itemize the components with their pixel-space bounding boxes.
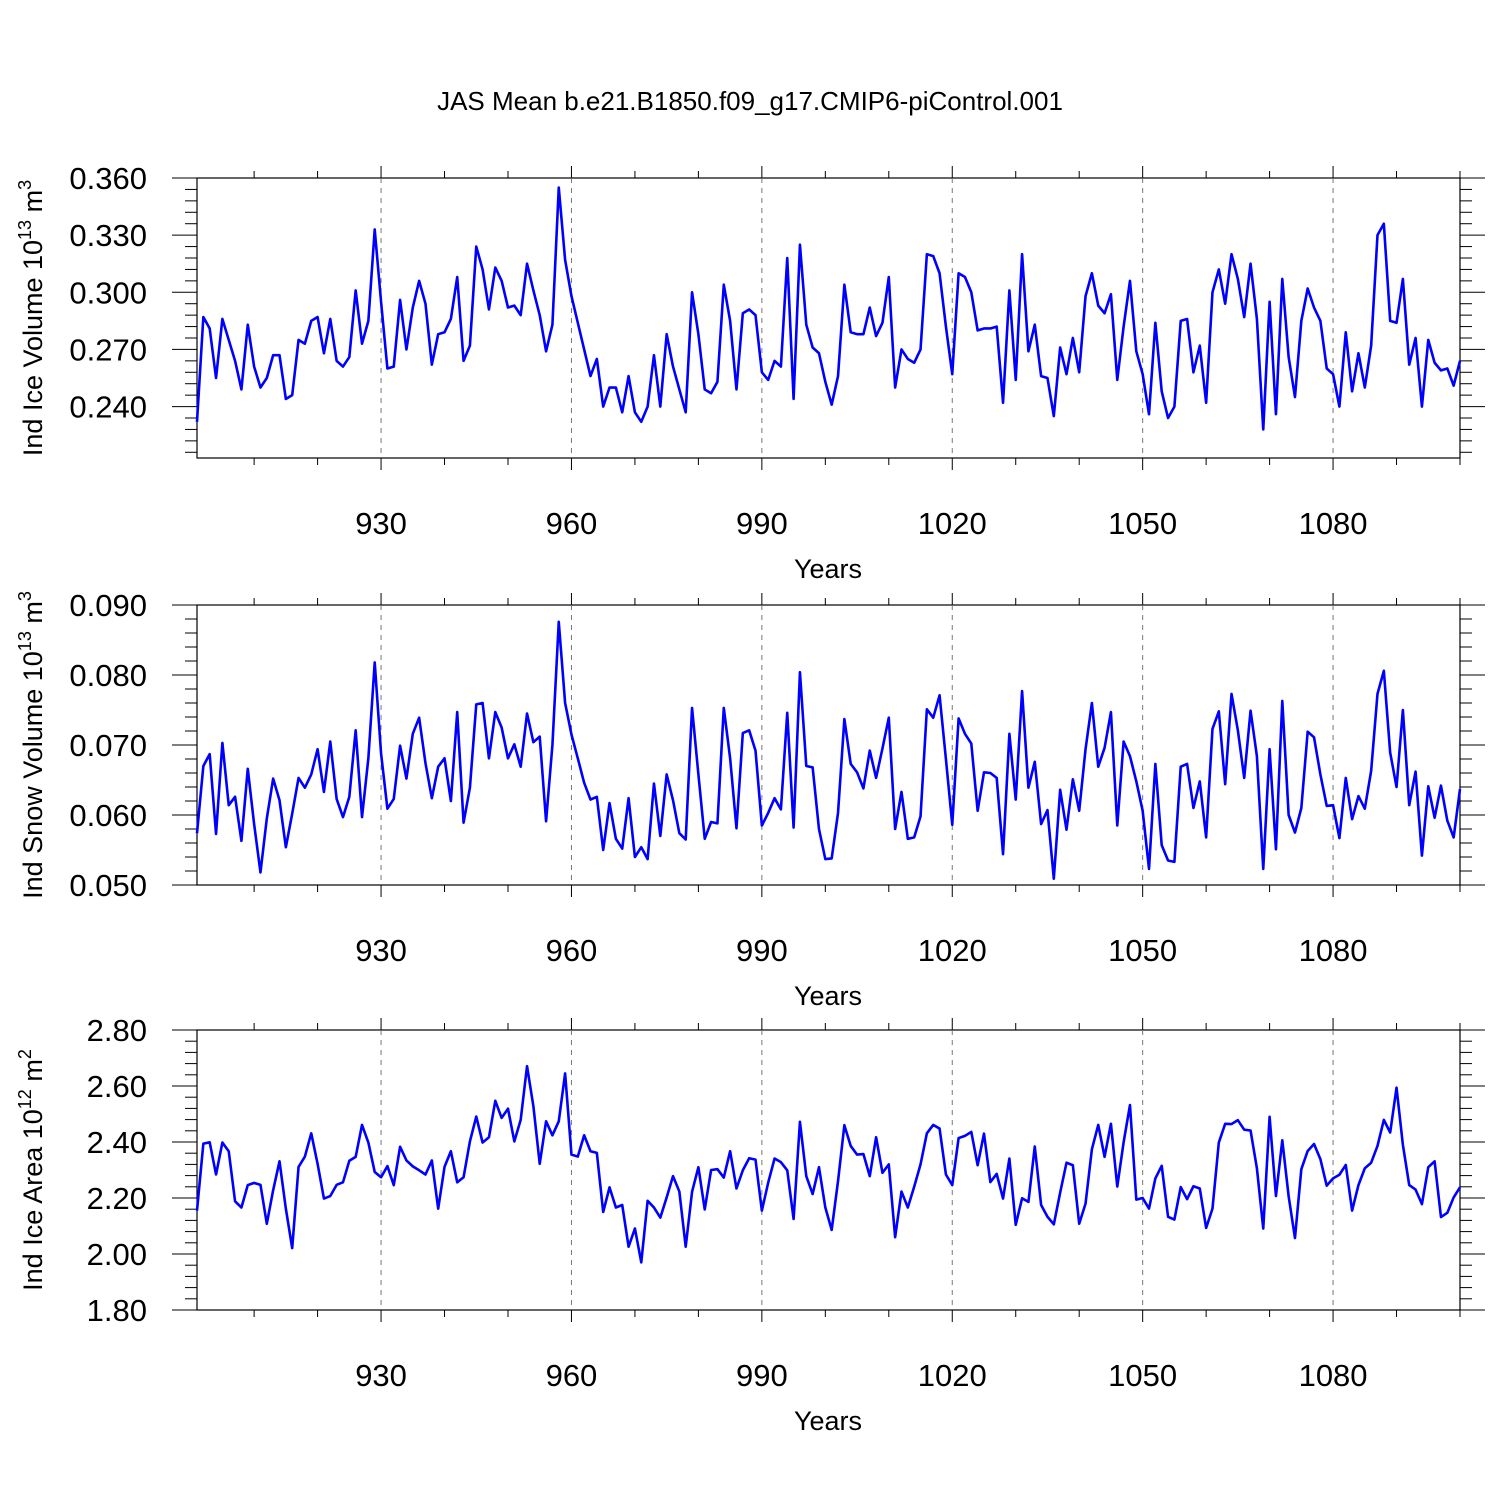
chart-panel-3: 930 960 990 1020 1050 1080 1.80 2.00 2.20 2.40 2.6…: [15, 1013, 1485, 1436]
x-tick-label: 1080: [1299, 933, 1368, 968]
x-tick-label: 990: [736, 1358, 788, 1393]
y-tick-label: 0.240: [69, 390, 147, 425]
x-tick-label: 930: [355, 506, 407, 541]
y-tick-label: 0.270: [69, 332, 147, 367]
plot-frame: [196, 177, 1461, 459]
y-axis-label-unit: m: [18, 190, 48, 220]
plot-frame: [196, 604, 1461, 886]
y-axis-label-unit-exponent: 2: [15, 1049, 35, 1059]
y-tick-label: 1.80: [87, 1293, 147, 1328]
x-axis-label: Years: [794, 554, 862, 584]
y-tick-label: 2.80: [87, 1013, 147, 1048]
y-axis-label-main: Ind Snow Volume 10: [18, 651, 48, 899]
y-axis-label-unit-exponent: 3: [15, 180, 35, 190]
y-axis-label: Ind Snow Volume 1013 m3: [15, 591, 48, 899]
y-tick-label: 0.360: [69, 161, 147, 196]
x-tick-label: 990: [736, 506, 788, 541]
y-tick-label: 2.20: [87, 1181, 147, 1216]
y-axis-label-main: Ind Ice Volume 10: [18, 240, 48, 456]
y-tick-label: 2.60: [87, 1069, 147, 1104]
y-axis-label-exponent: 13: [15, 220, 35, 240]
y-axis-label: Ind Ice Area 1012 m2: [15, 1049, 48, 1291]
y-axis-label-unit-exponent: 3: [15, 591, 35, 601]
x-tick-label: 990: [736, 933, 788, 968]
y-axis-label-exponent: 13: [15, 631, 35, 651]
y-tick-label: 0.300: [69, 275, 147, 310]
y-tick-label: 2.40: [87, 1125, 147, 1160]
y-tick-label: 0.090: [69, 588, 147, 623]
x-tick-label: 1020: [918, 1358, 987, 1393]
x-axis-label: Years: [794, 1406, 862, 1436]
x-tick-label: 930: [355, 933, 407, 968]
figure-title: JAS Mean b.e21.B1850.f09_g17.CMIP6-piCon…: [437, 86, 1063, 116]
x-tick-label: 960: [546, 933, 598, 968]
data-series-line: [195, 620, 1462, 881]
x-tick-label: 1050: [1108, 506, 1177, 541]
x-tick-label: 930: [355, 1358, 407, 1393]
x-tick-label: 960: [546, 1358, 598, 1393]
y-axis-label-unit: m: [18, 1059, 48, 1089]
x-tick-label: 960: [546, 506, 598, 541]
y-axis-label-main: Ind Ice Area 10: [18, 1109, 48, 1291]
x-tick-label: 1050: [1108, 1358, 1177, 1393]
data-series-line: [195, 186, 1462, 431]
x-tick-label: 1020: [918, 933, 987, 968]
y-tick-label: 2.00: [87, 1237, 147, 1272]
x-axis-label: Years: [794, 981, 862, 1011]
x-tick-label: 1080: [1299, 506, 1368, 541]
data-series-line: [195, 1064, 1462, 1264]
x-tick-label: 1050: [1108, 933, 1177, 968]
y-tick-label: 0.050: [69, 868, 147, 903]
y-axis-label: Ind Ice Volume 1013 m3: [15, 180, 48, 456]
chart-panel-1: 930 960 990 1020 1050 1080 0.240 0.270 0.300 0.33…: [15, 161, 1485, 584]
y-tick-label: 0.330: [69, 218, 147, 253]
y-axis-label-exponent: 12: [15, 1089, 35, 1109]
plot-frame: [196, 1029, 1461, 1311]
x-tick-label: 1080: [1299, 1358, 1368, 1393]
y-axis-label-unit: m: [18, 601, 48, 631]
y-tick-label: 0.060: [69, 798, 147, 833]
y-tick-label: 0.080: [69, 658, 147, 693]
chart-panel-2: 930 960 990 1020 1050 1080 0.050 0.060 0.070 0.08…: [15, 588, 1485, 1011]
x-tick-label: 1020: [918, 506, 987, 541]
y-tick-label: 0.070: [69, 728, 147, 763]
